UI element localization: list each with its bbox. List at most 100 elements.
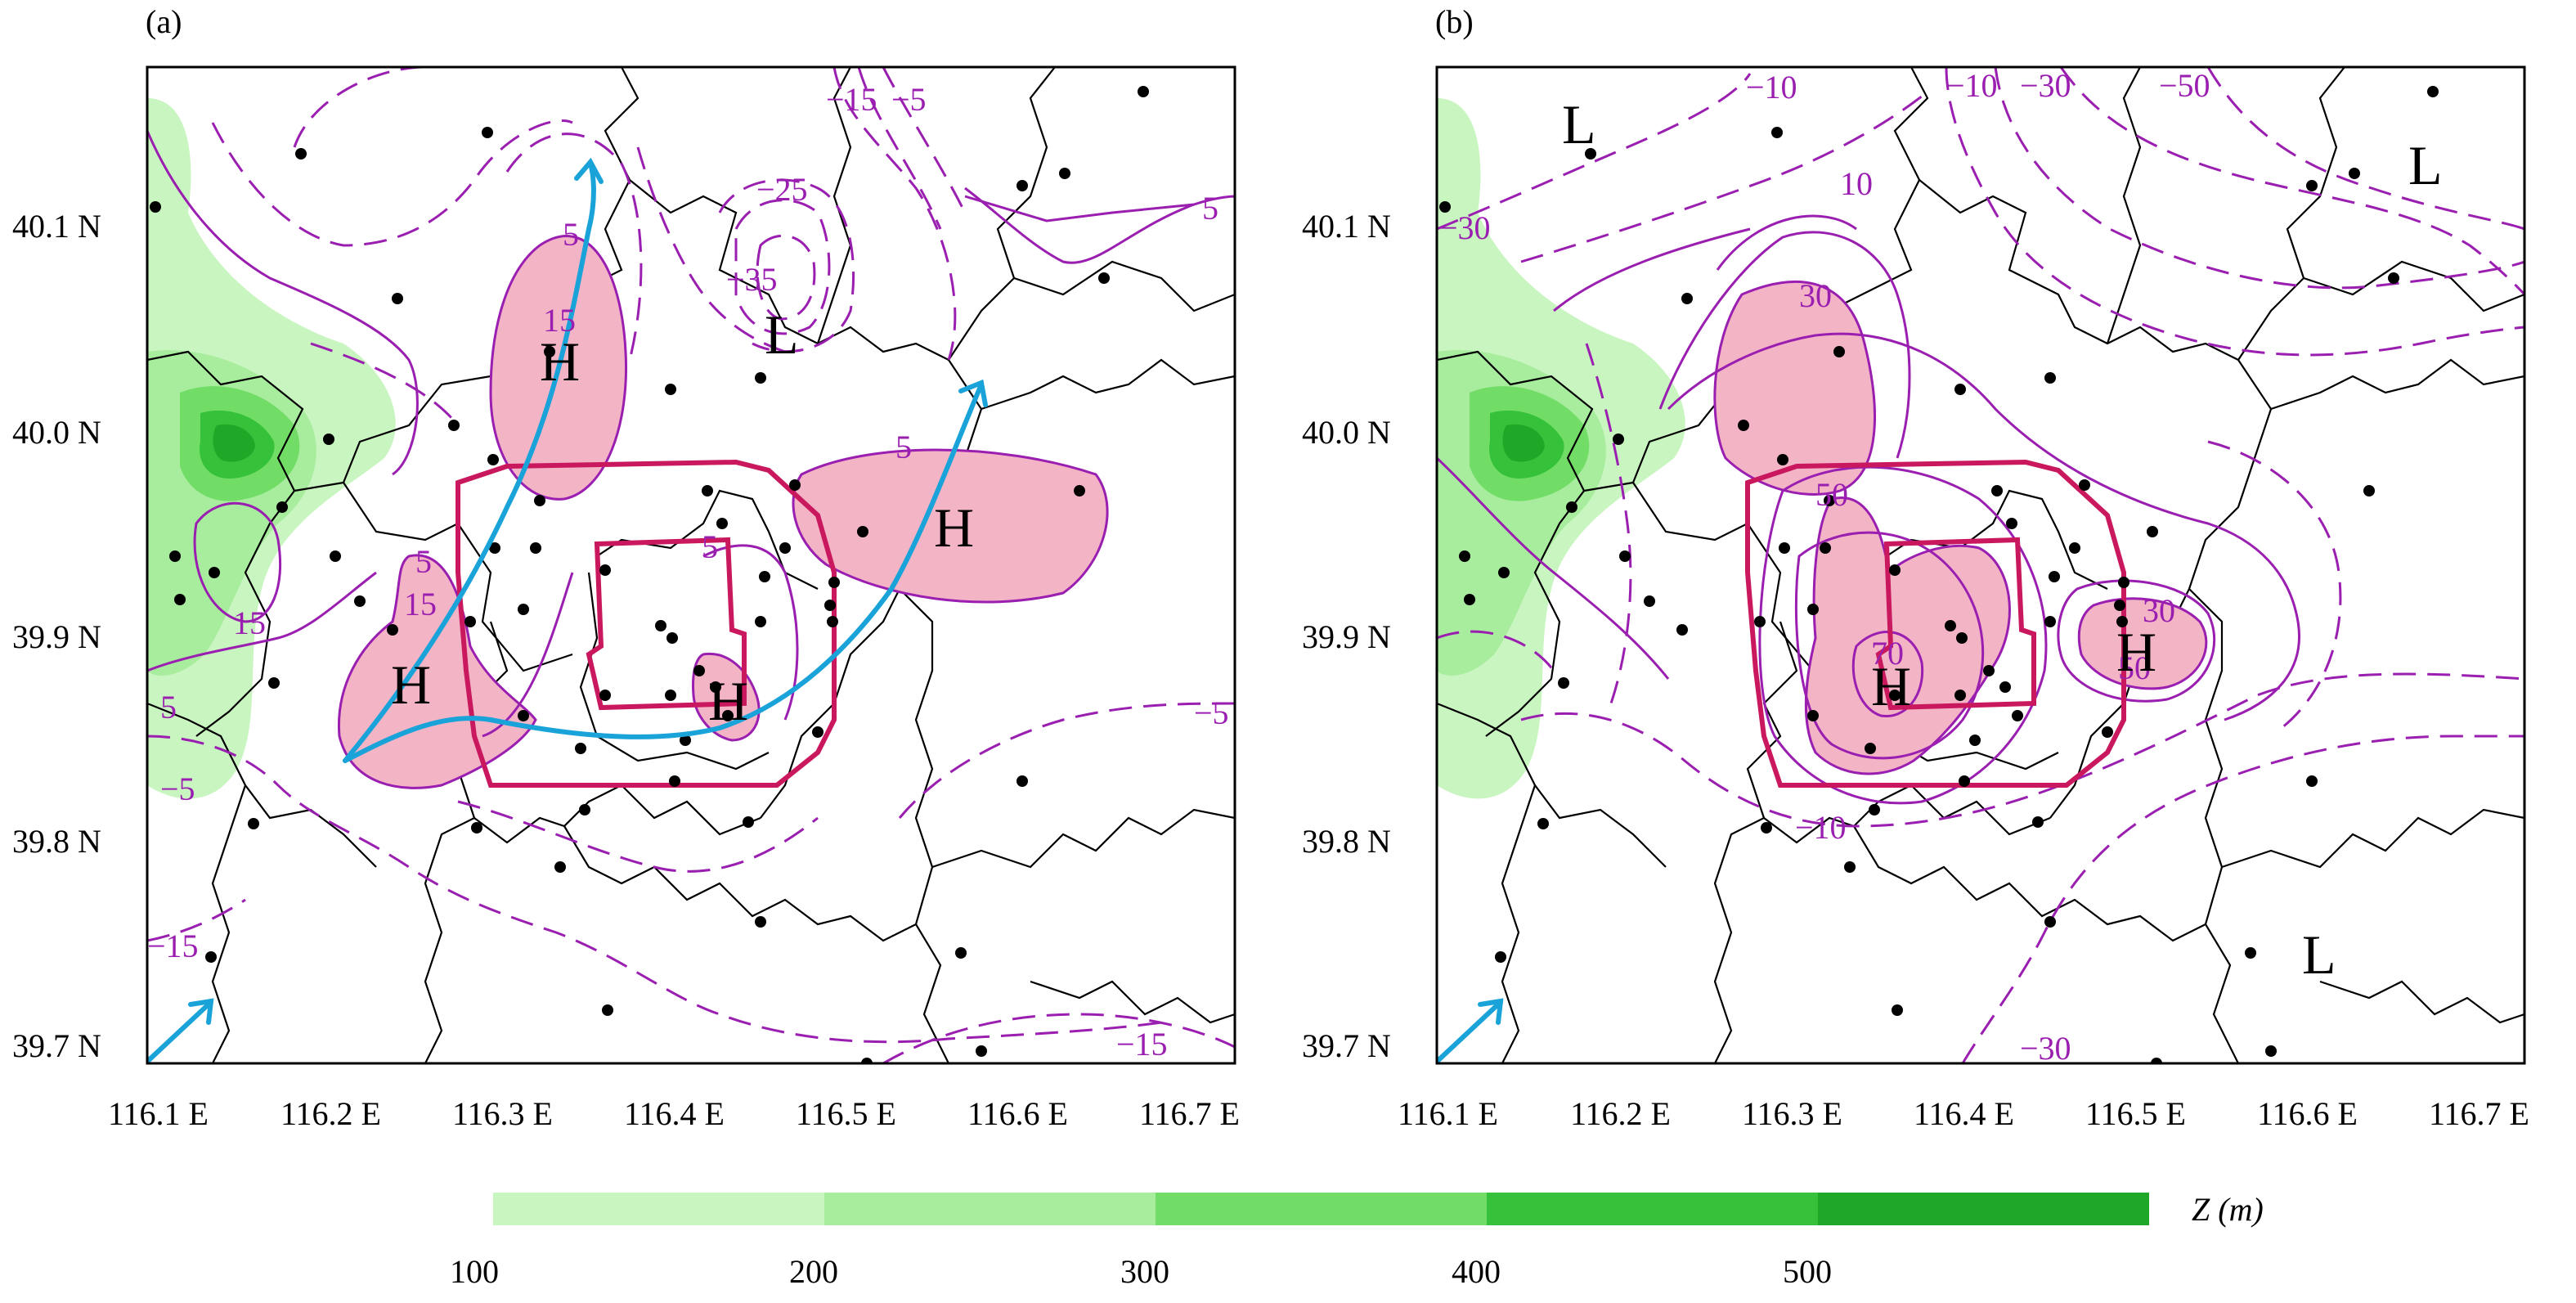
contours-solid-a — [147, 130, 1235, 738]
svg-text:70: 70 — [1871, 635, 1904, 672]
colorbar-swatch — [1818, 1193, 2149, 1225]
svg-text:50: 50 — [1815, 476, 1848, 513]
x-tick: 116.6 E — [2257, 1095, 2358, 1132]
legend-tick: 400 — [1452, 1253, 1501, 1290]
center-l-b3: L — [2302, 923, 2336, 986]
y-tick: 40.0 N — [1302, 414, 1391, 451]
legend-tick: 100 — [450, 1253, 499, 1290]
svg-text:−15: −15 — [826, 81, 877, 118]
svg-text:−30: −30 — [2020, 1030, 2071, 1067]
svg-text:5: 5 — [160, 689, 177, 726]
panel-b: (b) — [1435, 3, 2526, 1067]
positive-regions-b — [1713, 280, 2208, 775]
centers-b: L L H H L — [1562, 93, 2443, 986]
y-tick: 39.7 N — [1302, 1027, 1391, 1064]
svg-text:30: 30 — [2143, 592, 2175, 629]
center-h-b2: H — [2116, 621, 2156, 683]
stations-b — [1439, 86, 2439, 1063]
center-l-b1: L — [1562, 93, 1596, 155]
stations-a — [150, 86, 1149, 1063]
y-tick: 40.1 N — [12, 208, 101, 245]
center-h-3: H — [391, 654, 431, 716]
svg-text:−5: −5 — [160, 771, 195, 807]
colorbar-legend: Z (m) 100 200 300 400 500 — [450, 1191, 2264, 1290]
y-tick: 40.0 N — [12, 414, 101, 451]
x-tick: 116.5 E — [2085, 1095, 2186, 1132]
svg-text:10: 10 — [1840, 165, 1873, 202]
centers-a: H H H H L — [391, 303, 974, 732]
y-tick: 39.9 N — [12, 618, 101, 655]
y-tick: 39.8 N — [12, 823, 101, 860]
svg-text:5: 5 — [895, 429, 912, 465]
svg-text:15: 15 — [233, 604, 266, 641]
x-tick: 116.2 E — [1570, 1095, 1671, 1132]
svg-text:15: 15 — [404, 586, 437, 622]
svg-text:−10: −10 — [1946, 67, 1998, 104]
legend-title: Z (m) — [2192, 1191, 2264, 1228]
flow-arrows-a — [147, 157, 988, 1063]
svg-text:50: 50 — [2118, 649, 2151, 686]
svg-text:−25: −25 — [756, 171, 808, 208]
svg-text:5: 5 — [702, 528, 718, 565]
svg-text:5: 5 — [1202, 190, 1218, 227]
colorbar-swatch — [1487, 1193, 1818, 1225]
ring-roads-a — [456, 459, 837, 788]
y-tick: 40.1 N — [1302, 208, 1391, 245]
axis-labels-a: 40.1 N 40.0 N 39.9 N 39.8 N 39.7 N 116.1… — [12, 208, 1240, 1132]
colorbar-swatch — [824, 1193, 1156, 1225]
contours-dashed-b — [1437, 67, 2524, 1063]
svg-text:−50: −50 — [2159, 67, 2210, 104]
x-tick: 116.1 E — [1398, 1095, 1498, 1132]
center-h-1: H — [540, 330, 580, 393]
axis-labels-b: 40.1 N 40.0 N 39.9 N 39.8 N 39.7 N 116.1… — [1302, 208, 2529, 1132]
x-tick: 116.3 E — [452, 1095, 553, 1132]
panel-a-label: (a) — [146, 3, 182, 40]
svg-text:−5: −5 — [891, 81, 927, 118]
x-tick: 116.1 E — [108, 1095, 209, 1132]
svg-text:5: 5 — [563, 216, 579, 253]
svg-text:−35: −35 — [726, 261, 778, 298]
contour-labels-a: −15 −5 −25 −35 5 5 15 5 5 15 5 15 −5 5 −… — [147, 81, 1229, 1063]
svg-text:−30: −30 — [1439, 209, 1491, 246]
svg-text:−10: −10 — [1746, 69, 1797, 106]
center-h-4: H — [708, 670, 748, 732]
y-tick: 39.7 N — [12, 1027, 101, 1064]
center-l-b2: L — [2408, 134, 2443, 196]
svg-text:5: 5 — [415, 543, 432, 580]
y-tick: 39.9 N — [1302, 618, 1391, 655]
x-tick: 116.2 E — [280, 1095, 381, 1132]
x-tick: 116.7 E — [2429, 1095, 2529, 1132]
x-tick: 116.4 E — [1914, 1095, 2014, 1132]
x-tick: 116.5 E — [796, 1095, 896, 1132]
center-h-b1: H — [1871, 655, 1911, 717]
contours-solid-b — [1437, 214, 2300, 805]
svg-text:30: 30 — [1799, 277, 1832, 314]
svg-text:−15: −15 — [147, 928, 199, 964]
y-tick: 39.8 N — [1302, 823, 1391, 860]
svg-text:−10: −10 — [1795, 809, 1847, 846]
panel-b-label: (b) — [1435, 3, 1474, 40]
colorbar-swatch — [1156, 1193, 1487, 1225]
contour-labels-b: −10 −10 −30 −50 10 −30 30 50 70 30 50 −1… — [1439, 67, 2210, 1067]
flow-arrows-b — [1437, 998, 1504, 1063]
svg-text:15: 15 — [543, 302, 576, 339]
panel-b-frame — [1435, 65, 2526, 1065]
contours-dashed-a — [147, 67, 1235, 1063]
terrain-shading-a — [147, 98, 396, 799]
svg-text:−15: −15 — [1116, 1026, 1168, 1063]
panel-a: (a) — [146, 3, 1236, 1065]
x-tick: 116.6 E — [967, 1095, 1068, 1132]
x-tick: 116.3 E — [1742, 1095, 1842, 1132]
svg-text:−5: −5 — [1194, 694, 1229, 731]
ring-roads-b — [1745, 459, 2126, 788]
center-h-2: H — [934, 496, 974, 559]
positive-regions-a — [337, 235, 1109, 789]
legend-tick: 200 — [789, 1253, 838, 1290]
panel-a-frame — [146, 65, 1236, 1065]
legend-tick: 500 — [1783, 1253, 1832, 1290]
x-tick: 116.4 E — [624, 1095, 725, 1132]
colorbar-swatch — [493, 1193, 824, 1225]
center-l-1: L — [765, 303, 799, 366]
x-tick: 116.7 E — [1139, 1095, 1240, 1132]
